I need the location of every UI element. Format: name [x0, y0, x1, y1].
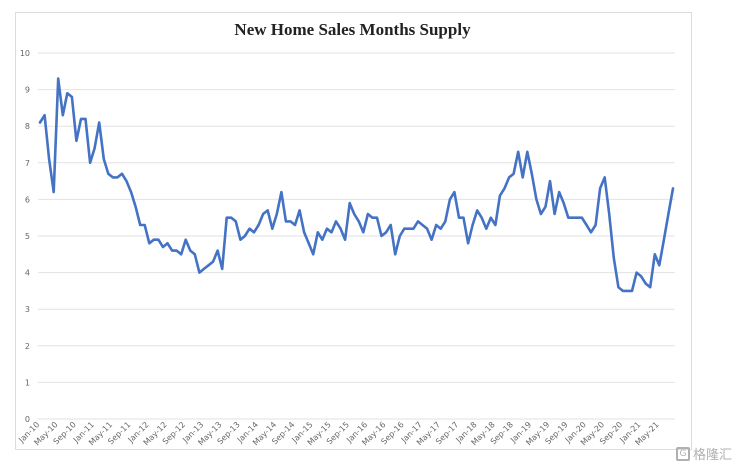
y-tick-label-3: 3 [25, 305, 30, 314]
y-tick-label-0: 0 [25, 415, 30, 424]
y-tick-label-4: 4 [25, 269, 30, 278]
y-tick-label-5: 5 [25, 232, 30, 241]
gelonghui-logo-icon: G [676, 446, 690, 461]
chart-frame [15, 12, 692, 450]
y-tick-label-10: 10 [20, 49, 30, 58]
y-tick-label-7: 7 [25, 159, 30, 168]
y-tick-label-9: 9 [25, 86, 30, 95]
watermark-text: 格隆汇 [693, 448, 733, 463]
series-line-months-supply [38, 77, 675, 293]
y-tick-label-8: 8 [25, 122, 30, 131]
watermark: G 格隆汇 [676, 444, 732, 463]
chart-title: New Home Sales Months Supply [234, 20, 471, 39]
y-tick-label-2: 2 [25, 342, 30, 351]
y-tick-label-6: 6 [25, 195, 30, 204]
y-tick-label-1: 1 [25, 378, 30, 387]
